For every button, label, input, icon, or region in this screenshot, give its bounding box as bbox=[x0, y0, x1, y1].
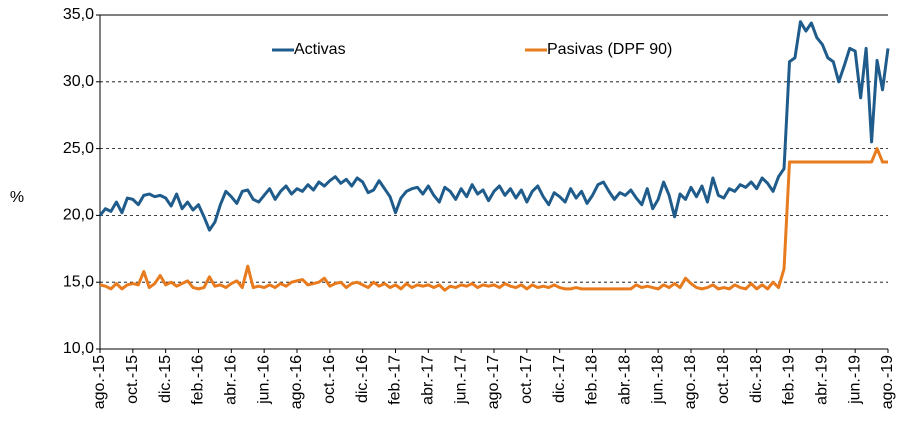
x-tick-label: dic.-16 bbox=[354, 355, 371, 403]
y-tick-label: 30,0 bbox=[63, 73, 94, 90]
y-tick-label: 25,0 bbox=[63, 140, 94, 157]
x-tick-label: feb.-18 bbox=[584, 355, 601, 405]
y-axis-label: % bbox=[10, 189, 24, 206]
x-tick-label: oct.-18 bbox=[715, 355, 732, 404]
y-tick-label: 35,0 bbox=[63, 6, 94, 23]
series-line bbox=[98, 20, 890, 232]
x-tick-label: feb.-19 bbox=[781, 355, 798, 405]
x-tick-label: jun.-18 bbox=[649, 355, 666, 405]
x-tick-label: jun.-19 bbox=[846, 355, 863, 405]
y-tick-label: 10,0 bbox=[63, 340, 94, 357]
x-tick-label: dic.-18 bbox=[748, 355, 765, 403]
x-tick-label: feb.-17 bbox=[387, 355, 404, 405]
legend-label: Pasivas (DPF 90) bbox=[547, 41, 672, 58]
x-tick-label: ago.-19 bbox=[879, 355, 896, 409]
legend-label: Activas bbox=[294, 41, 346, 58]
x-tick-label: oct.-17 bbox=[518, 355, 535, 404]
x-tick-label: abr.-18 bbox=[617, 355, 634, 405]
x-tick-label: dic.-17 bbox=[551, 355, 568, 403]
x-tick-label: ago.-15 bbox=[91, 355, 108, 409]
x-tick-label: jun.-17 bbox=[452, 355, 469, 405]
x-tick-label: abr.-19 bbox=[814, 355, 831, 405]
y-tick-label: 20,0 bbox=[63, 207, 94, 224]
series-line bbox=[99, 147, 888, 292]
x-tick-label: ago.-16 bbox=[288, 355, 305, 409]
x-tick-label: abr.-16 bbox=[223, 355, 240, 405]
x-tick-label: abr.-17 bbox=[420, 355, 437, 405]
x-tick-label: jun.-16 bbox=[255, 355, 272, 405]
y-tick-label: 15,0 bbox=[63, 273, 94, 290]
x-tick-label: ago.-17 bbox=[485, 355, 502, 409]
x-tick-label: oct.-15 bbox=[124, 355, 141, 404]
x-tick-label: oct.-16 bbox=[321, 355, 338, 404]
x-tick-label: ago.-18 bbox=[682, 355, 699, 409]
x-tick-label: feb.-16 bbox=[190, 355, 207, 405]
x-tick-label: dic.-15 bbox=[157, 355, 174, 403]
